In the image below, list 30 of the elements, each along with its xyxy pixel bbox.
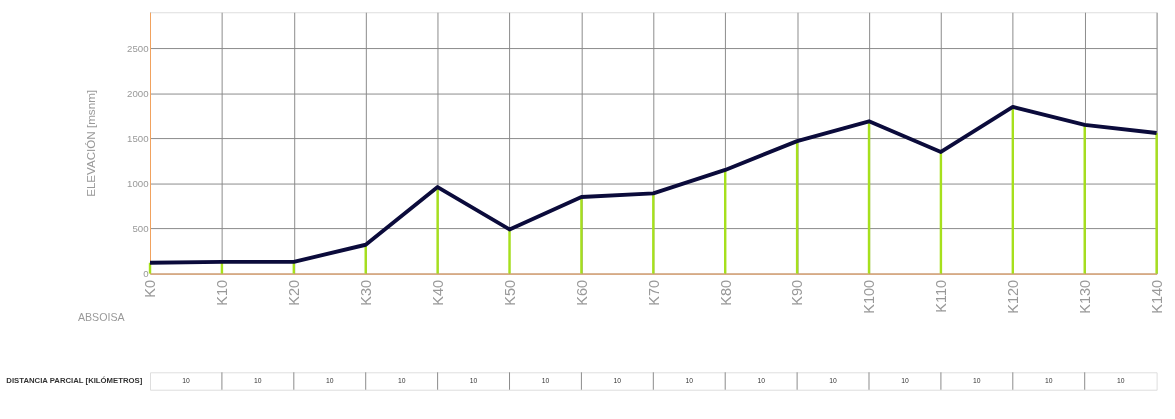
bar xyxy=(1155,133,1158,274)
x-tick-label: K20 xyxy=(286,279,303,306)
bar xyxy=(580,197,583,274)
x-tick-label: K130 xyxy=(1077,279,1094,314)
bar xyxy=(508,229,511,274)
x-tick-label: K50 xyxy=(501,279,518,306)
bar xyxy=(436,187,439,274)
y-tick-label: 1000 xyxy=(127,177,149,189)
x-tick-label: K80 xyxy=(717,279,734,306)
x-axis-title: ABSOISA xyxy=(77,310,126,323)
x-tick-label: K40 xyxy=(429,279,446,306)
x-tick-label: K100 xyxy=(861,279,878,314)
y-tick-label: 500 xyxy=(132,222,149,234)
x-tick-label: K140 xyxy=(1148,279,1165,314)
y-tick-label: 1500 xyxy=(127,132,149,144)
x-tick-label: K10 xyxy=(214,279,231,306)
y-tick-label: 0 xyxy=(143,267,149,279)
x-tick-label: K0 xyxy=(142,279,159,298)
line-series xyxy=(148,104,1159,265)
y-tick-label: 2000 xyxy=(127,87,149,99)
x-tick-label: K110 xyxy=(933,279,950,313)
x-tick-label: K120 xyxy=(1005,279,1022,314)
x-tick-label: K30 xyxy=(358,279,375,306)
x-tick-label: K90 xyxy=(789,279,806,306)
y-axis-title: ELEVACIÓN [msnm] xyxy=(84,89,98,197)
y-tick-label: 2500 xyxy=(127,42,149,54)
x-tick-label: K70 xyxy=(645,279,662,306)
x-tick-label: K60 xyxy=(573,279,590,306)
text: DISTANCIA PARCIAL [KILÓMETROS] xyxy=(6,375,143,385)
bar xyxy=(652,193,655,274)
